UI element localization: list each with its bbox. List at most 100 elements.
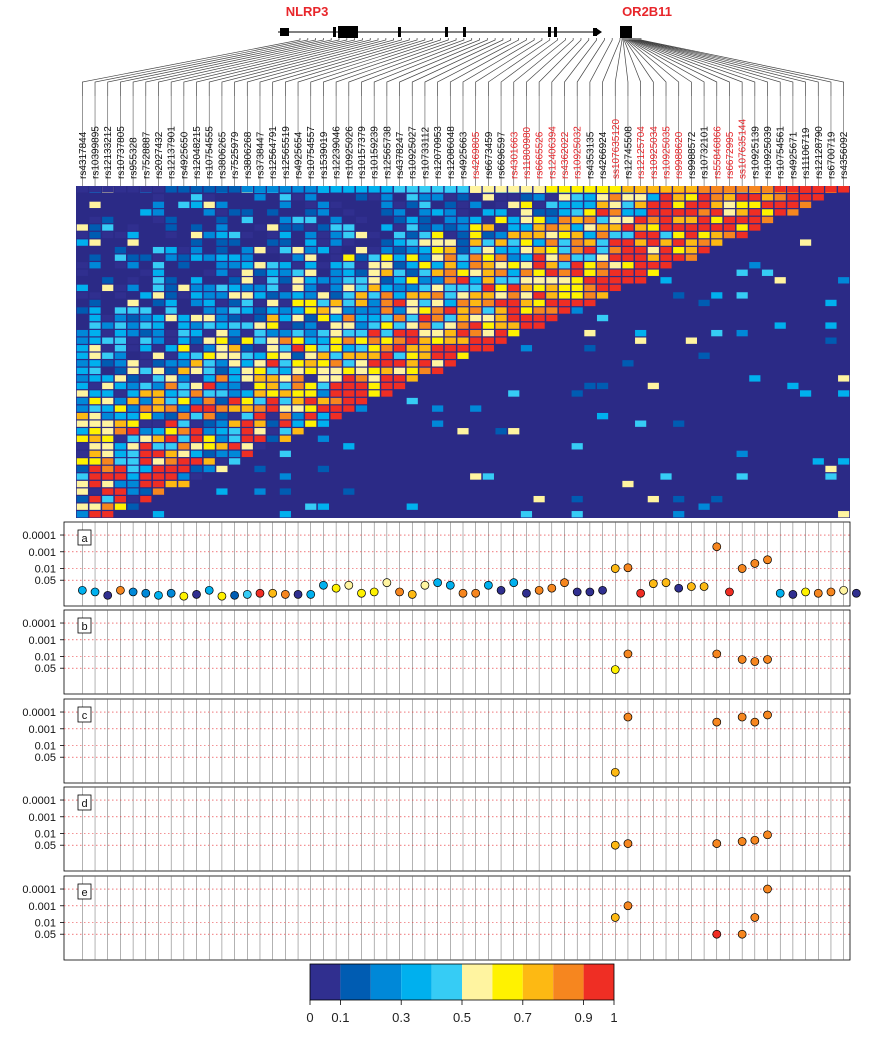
ld-cell — [229, 337, 241, 344]
ld-cell — [812, 458, 824, 465]
snp-connector — [386, 38, 488, 96]
ld-cell — [584, 254, 596, 261]
ld-cell — [685, 194, 697, 201]
ld-cell — [698, 209, 710, 216]
ld-cell — [292, 254, 304, 261]
ld-cell — [152, 435, 165, 442]
ld-cell — [520, 209, 533, 216]
ld-cell — [482, 292, 494, 299]
ld-cell — [432, 246, 444, 254]
ld-cell — [355, 246, 368, 254]
ld-cell — [432, 352, 444, 359]
ld-cell — [76, 382, 88, 390]
ld-cell — [330, 337, 342, 344]
ld-cell — [584, 231, 596, 239]
ld-cell — [432, 420, 444, 427]
ld-cell — [635, 246, 647, 254]
ld-cell — [89, 405, 101, 412]
ld-cell — [216, 231, 228, 239]
ld-cell — [457, 224, 469, 231]
snp-label: rs3806265 — [217, 131, 228, 179]
ld-cell — [736, 216, 748, 224]
ld-cell — [102, 345, 114, 352]
ld-cell — [596, 262, 609, 269]
ld-cell — [406, 299, 418, 307]
ld-cell — [152, 397, 165, 405]
ld-cell — [685, 337, 697, 344]
snp-label: rs9988620 — [674, 131, 685, 179]
ld-cell — [140, 307, 152, 314]
ld-cell — [140, 397, 152, 405]
ld-cell — [178, 443, 190, 450]
snp-label: rs6673459 — [484, 131, 495, 179]
ld-cell — [229, 186, 241, 193]
panel-label-box — [77, 706, 92, 723]
ld-cell — [102, 186, 114, 193]
ld-cell — [343, 488, 355, 495]
ld-cell — [432, 329, 444, 337]
ld-cell — [622, 269, 634, 276]
ld-cell — [267, 435, 279, 442]
ld-cell — [102, 473, 114, 480]
ld-cell — [609, 186, 621, 193]
ld-cell — [482, 284, 494, 292]
ld-cell — [432, 314, 444, 322]
ld-cell — [343, 329, 355, 337]
ld-cell — [190, 186, 203, 193]
ld-cell — [470, 322, 482, 329]
ld-cell — [292, 314, 304, 322]
ld-cell — [317, 307, 330, 314]
ld-cell — [267, 390, 279, 397]
ld-cell — [546, 216, 558, 224]
ld-cell — [571, 239, 583, 246]
ld-cell — [533, 201, 545, 209]
ld-cell — [279, 450, 291, 458]
snp-label: rs10925034 — [649, 126, 660, 179]
ld-cell — [470, 284, 482, 292]
ld-cell — [152, 322, 165, 329]
ld-cell — [165, 443, 177, 450]
pvalue-point — [395, 587, 404, 597]
snp-label: rs12133212 — [103, 126, 114, 179]
ld-cell — [203, 201, 215, 209]
ld-cell — [812, 186, 824, 193]
ld-cell — [254, 337, 266, 344]
snp-label: rs55846866 — [712, 126, 723, 179]
ld-cell — [178, 450, 190, 458]
ld-cell — [406, 186, 418, 193]
ld-cell — [761, 209, 774, 216]
ld-cell — [761, 269, 774, 276]
ld-cell — [368, 352, 380, 359]
ld-cell — [114, 450, 127, 458]
ld-cell — [127, 465, 139, 473]
ld-cell — [457, 292, 469, 299]
ld-cell — [190, 382, 203, 390]
ld-cell — [596, 216, 609, 224]
ld-cell — [127, 382, 139, 390]
ld-cell — [190, 246, 203, 254]
ld-cell — [165, 480, 177, 488]
ld-cell — [140, 458, 152, 465]
ld-cell — [520, 224, 533, 231]
ld-cell — [216, 458, 228, 465]
ld-cell — [749, 209, 761, 216]
ld-cell — [279, 239, 291, 246]
ld-cell — [254, 329, 266, 337]
ld-cell — [140, 360, 152, 367]
ld-cell — [254, 435, 266, 442]
ld-cell — [698, 231, 710, 239]
ld-cell — [127, 375, 139, 382]
ld-cell — [736, 473, 748, 480]
legend-swatch — [340, 964, 371, 1000]
snp-label: rs12125704 — [636, 126, 647, 179]
ld-cell — [267, 420, 279, 427]
snp-connector — [639, 38, 832, 96]
ld-cell — [495, 314, 507, 322]
ld-cell — [292, 194, 304, 201]
ld-cell — [267, 284, 279, 292]
snp-connector — [399, 38, 496, 96]
ld-cell — [76, 375, 88, 382]
ld-cell — [190, 352, 203, 359]
ld-cell — [203, 299, 215, 307]
